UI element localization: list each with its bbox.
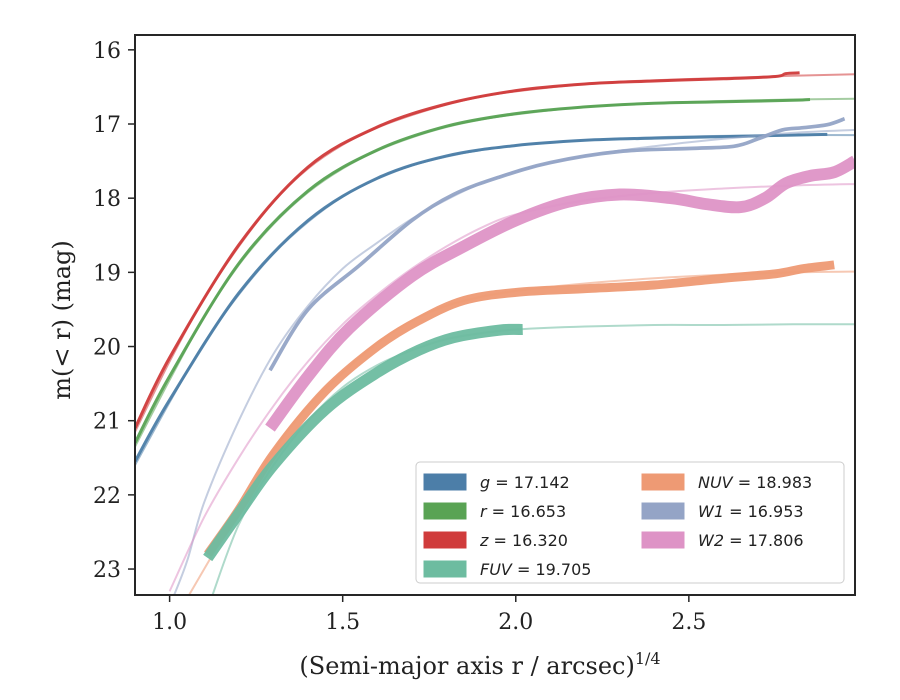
legend-label-w1: W1 = 16.953 bbox=[698, 502, 804, 521]
x-axis-label: (Semi-major axis r / arcsec)1/4 bbox=[299, 649, 660, 680]
y-axis: 16 17 18 19 20 21 22 23 bbox=[93, 39, 135, 583]
y-tick-label: 16 bbox=[93, 39, 121, 64]
legend-swatch-w2 bbox=[641, 531, 685, 549]
legend-swatch-fuv bbox=[423, 560, 467, 578]
legend-label-w2: W2 = 17.806 bbox=[698, 531, 804, 550]
series-w2-model bbox=[168, 183, 855, 592]
x-tick-label: 2.0 bbox=[498, 610, 533, 635]
y-tick-label: 19 bbox=[93, 261, 121, 286]
legend-swatch-z bbox=[423, 531, 467, 549]
y-tick-label: 17 bbox=[93, 113, 121, 138]
y-tick-label: 23 bbox=[93, 558, 121, 583]
series-r-model bbox=[135, 97, 855, 448]
legend: g = 17.142 r = 16.653 z = 16.320 FUV = 19.7… bbox=[415, 461, 845, 584]
legend-label-r: r = 16.653 bbox=[480, 502, 566, 521]
legend-label-nuv: NUV = 18.983 bbox=[698, 473, 812, 492]
series-w1-model bbox=[173, 128, 855, 595]
legend-label-z: z = 16.320 bbox=[479, 531, 568, 550]
legend-swatch-r bbox=[423, 502, 467, 520]
y-tick-label: 20 bbox=[93, 336, 121, 361]
series-fuv-model bbox=[211, 323, 855, 595]
plot-frame bbox=[134, 34, 856, 596]
series-g-model bbox=[135, 134, 855, 466]
series-z-model bbox=[135, 73, 855, 433]
legend-label-g: g = 17.142 bbox=[480, 473, 570, 492]
y-tick-label: 22 bbox=[93, 484, 121, 509]
x-tick-label: 1.0 bbox=[152, 610, 187, 635]
x-tick-label: 1.5 bbox=[325, 610, 360, 635]
plot-area bbox=[135, 71, 855, 595]
legend-frame bbox=[415, 461, 845, 584]
legend-swatch-nuv bbox=[641, 473, 685, 491]
legend-label-fuv: FUV = 19.705 bbox=[480, 560, 591, 579]
x-tick-label: 2.5 bbox=[671, 610, 706, 635]
y-tick-label: 21 bbox=[93, 410, 121, 435]
x-axis: 1.0 1.5 2.0 2.5 bbox=[152, 595, 706, 635]
legend-swatch-w1 bbox=[641, 502, 685, 520]
legend-swatch-g bbox=[423, 473, 467, 491]
y-axis-label: m(< r) (mag) bbox=[48, 240, 76, 399]
y-tick-label: 18 bbox=[93, 187, 121, 212]
